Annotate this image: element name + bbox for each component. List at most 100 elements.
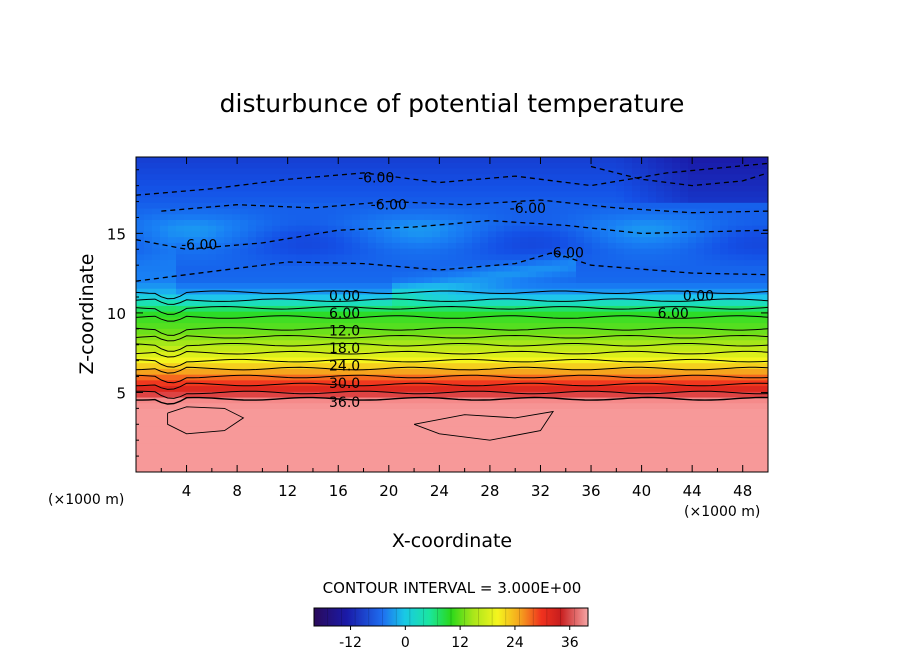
field-cell bbox=[720, 197, 729, 204]
field-cell bbox=[648, 437, 657, 444]
field-cell bbox=[712, 466, 721, 472]
field-cell bbox=[480, 443, 489, 450]
field-cell bbox=[608, 374, 617, 381]
field-cell bbox=[160, 242, 169, 250]
field-cell bbox=[264, 162, 273, 170]
field-cell bbox=[616, 197, 625, 204]
field-cell bbox=[176, 368, 185, 376]
field-cell bbox=[592, 242, 601, 250]
field-cell bbox=[256, 197, 265, 204]
field-cell bbox=[448, 460, 457, 467]
field-cell bbox=[184, 202, 193, 210]
field-cell bbox=[256, 162, 265, 170]
field-cell bbox=[712, 162, 721, 170]
field-cell bbox=[608, 220, 617, 227]
field-cell bbox=[360, 294, 369, 301]
field-cell bbox=[496, 454, 505, 462]
field-cell bbox=[280, 254, 289, 261]
field-cell bbox=[480, 179, 489, 187]
field-cell bbox=[504, 323, 513, 330]
field-cell bbox=[272, 220, 281, 227]
field-cell bbox=[248, 174, 257, 181]
field-cell bbox=[552, 449, 561, 456]
field-cell bbox=[320, 225, 329, 233]
field-cell bbox=[192, 363, 201, 370]
field-cell bbox=[544, 288, 553, 296]
field-cell bbox=[416, 214, 425, 221]
field-cell bbox=[656, 242, 665, 250]
field-cell bbox=[504, 288, 513, 296]
field-cell bbox=[368, 443, 377, 450]
field-cell bbox=[416, 260, 425, 267]
field-cell bbox=[248, 437, 257, 444]
field-cell bbox=[160, 414, 169, 422]
field-cell bbox=[528, 283, 537, 290]
field-cell bbox=[440, 466, 449, 472]
field-cell bbox=[752, 449, 761, 456]
field-cell bbox=[568, 414, 577, 422]
field-cell bbox=[656, 443, 665, 450]
field-cell bbox=[616, 271, 625, 278]
field-cell bbox=[360, 346, 369, 353]
field-cell bbox=[688, 271, 697, 278]
field-cell bbox=[136, 368, 145, 376]
field-cell bbox=[328, 283, 337, 290]
field-cell bbox=[416, 426, 425, 433]
field-cell bbox=[552, 317, 561, 324]
field-cell bbox=[304, 397, 313, 404]
field-cell bbox=[456, 242, 465, 250]
field-cell bbox=[432, 317, 441, 324]
field-cell bbox=[520, 231, 529, 238]
field-cell bbox=[712, 351, 721, 359]
field-cell bbox=[600, 431, 609, 439]
field-cell bbox=[552, 454, 561, 462]
field-cell bbox=[752, 168, 761, 175]
field-cell bbox=[184, 248, 193, 255]
field-cell bbox=[760, 340, 768, 347]
field-cell bbox=[600, 323, 609, 330]
field-cell bbox=[480, 174, 489, 181]
field-cell bbox=[680, 179, 689, 187]
field-cell bbox=[720, 420, 729, 427]
field-cell bbox=[320, 168, 329, 175]
field-cell bbox=[424, 437, 433, 444]
field-cell bbox=[608, 351, 617, 359]
field-cell bbox=[512, 231, 521, 238]
field-cell bbox=[560, 403, 569, 410]
field-cell bbox=[248, 168, 257, 175]
field-cell bbox=[160, 380, 169, 387]
field-cell bbox=[720, 225, 729, 233]
field-cell bbox=[696, 386, 705, 393]
field-cell bbox=[728, 157, 737, 164]
field-cell bbox=[408, 460, 417, 467]
field-cell bbox=[624, 386, 633, 393]
plot-area bbox=[136, 157, 768, 472]
field-cell bbox=[552, 420, 561, 427]
field-cell bbox=[216, 311, 225, 318]
field-cell bbox=[672, 323, 681, 330]
field-cell bbox=[712, 323, 721, 330]
field-cell bbox=[472, 220, 481, 227]
field-cell bbox=[160, 431, 169, 439]
field-cell bbox=[488, 334, 497, 341]
field-cell bbox=[336, 157, 345, 164]
field-cell bbox=[648, 220, 657, 227]
field-cell bbox=[168, 357, 177, 364]
field-cell bbox=[720, 363, 729, 370]
field-cell bbox=[616, 466, 625, 472]
field-cell bbox=[352, 260, 361, 267]
field-cell bbox=[400, 248, 409, 255]
field-cell bbox=[408, 237, 417, 244]
field-cell bbox=[680, 202, 689, 210]
field-cell bbox=[240, 449, 249, 456]
field-cell bbox=[648, 294, 657, 301]
field-cell bbox=[144, 311, 153, 318]
field-cell bbox=[568, 403, 577, 410]
field-cell bbox=[704, 317, 713, 324]
field-cell bbox=[568, 323, 577, 330]
field-cell bbox=[296, 242, 305, 250]
field-cell bbox=[288, 311, 297, 318]
field-cell bbox=[232, 294, 241, 301]
field-cell bbox=[264, 340, 273, 347]
field-cell bbox=[368, 409, 377, 416]
